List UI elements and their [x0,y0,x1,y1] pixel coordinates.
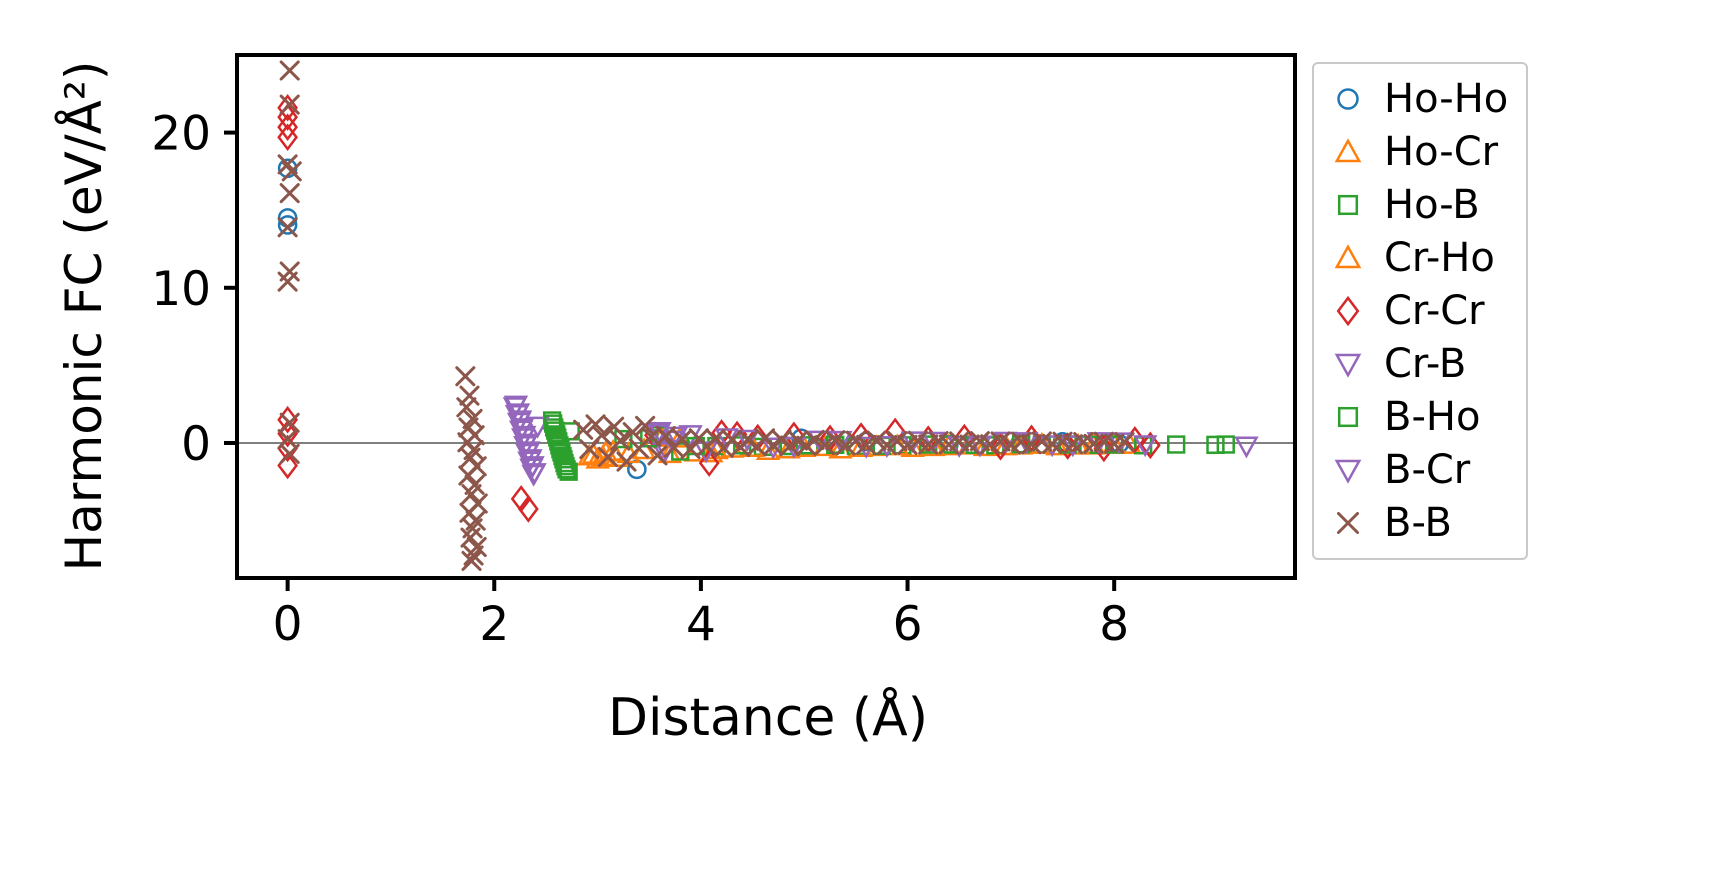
legend-item-cr-ho: Cr-Ho [1326,235,1514,281]
legend-label: Cr-Ho [1384,234,1495,281]
svg-text:2: 2 [479,597,509,652]
legend-marker-circle [1337,87,1359,110]
legend-marker-x [1337,512,1359,535]
series-ho-ho [277,158,1130,480]
y-axis-ticks: 0 10 20 [151,107,237,472]
legend: Ho-Ho Ho-Cr Ho-B Cr-Ho Cr-Cr Cr-B B-Ho B-Cr B-B [1312,62,1528,560]
plot-spines [235,53,1297,580]
legend-marker-triangle-up [1334,244,1362,269]
legend-label: B-B [1384,500,1452,547]
legend-item-cr-cr: Cr-Cr [1326,288,1514,334]
legend-marker-square [1337,194,1359,215]
legend-item-b-cr: B-Cr [1326,447,1514,493]
y-axis-label: Harmonic FC (eV/Å²) [55,60,113,572]
svg-text:8: 8 [1099,597,1129,652]
legend-item-b-b: B-B [1326,500,1514,546]
legend-item-b-ho: B-Ho [1326,394,1514,440]
legend-marker-diamond [1336,295,1360,327]
legend-marker-triangle-up [1334,137,1362,162]
svg-text:20: 20 [151,107,211,162]
series-b-b [277,60,1135,571]
legend-item-ho-b: Ho-B [1326,182,1514,228]
legend-marker-square [1337,407,1359,428]
svg-text:4: 4 [686,597,716,652]
legend-item-ho-cr: Ho-Cr [1326,129,1514,175]
x-axis-label: Distance (Å) [607,688,929,748]
svg-text:0: 0 [273,597,303,652]
svg-text:10: 10 [151,262,211,317]
legend-label: Ho-Cr [1384,128,1499,175]
legend-item-cr-b: Cr-B [1326,341,1514,387]
legend-item-ho-ho: Ho-Ho [1326,76,1514,122]
svg-text:6: 6 [893,597,923,652]
legend-label: Ho-B [1384,181,1480,228]
legend-marker-triangle-down [1334,353,1362,378]
legend-label: Ho-Ho [1384,75,1509,122]
legend-label: Cr-Cr [1384,287,1485,334]
x-axis-ticks: 0 2 4 6 8 [273,578,1129,652]
legend-label: B-Ho [1384,394,1481,441]
legend-marker-triangle-down [1334,460,1362,485]
legend-label: Cr-B [1384,341,1467,388]
legend-label: B-Cr [1384,447,1471,494]
svg-text:0: 0 [181,417,211,472]
